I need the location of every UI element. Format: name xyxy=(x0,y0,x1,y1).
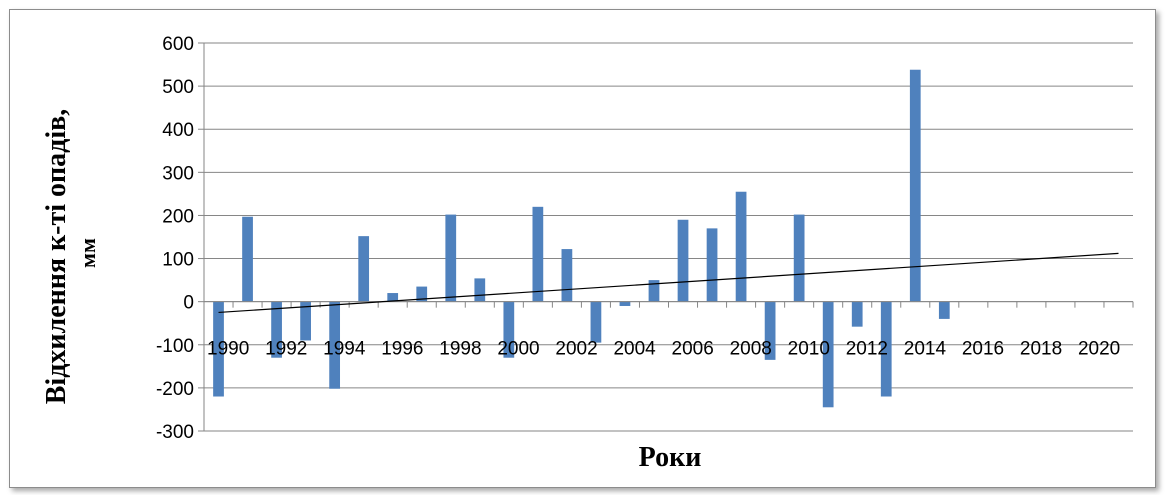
bar xyxy=(590,301,602,343)
x-axis-ticks: 1990 1992 1994 1996 1998 2000 2002 2004 2006 2008… xyxy=(207,339,1120,360)
bar xyxy=(880,301,892,397)
bar xyxy=(213,301,224,397)
bar xyxy=(474,278,486,302)
x-tick-label: 2012 xyxy=(846,339,888,360)
x-axis-title: Роки xyxy=(639,442,702,473)
bar xyxy=(677,219,689,302)
y-axis-title-line1: Відхилення к-ті опадів, xyxy=(41,109,72,405)
x-tick-label: 2000 xyxy=(497,339,539,360)
bar xyxy=(387,293,399,302)
bar xyxy=(938,301,950,319)
bar xyxy=(445,214,457,302)
bar xyxy=(503,301,515,358)
grid-lines xyxy=(203,42,1133,432)
bar xyxy=(300,301,311,341)
x-tick-label: 1992 xyxy=(265,339,307,360)
bar xyxy=(735,191,747,302)
bar xyxy=(909,69,921,302)
bar xyxy=(532,206,544,302)
trend-line xyxy=(218,252,1119,314)
y-axis-title: Відхилення к-ті опадів, мм xyxy=(41,102,100,405)
y-tick-label: -200 xyxy=(156,379,194,400)
y-axis-ticks: 600 500 400 300 200 100 0 -100 -200 -300 xyxy=(156,34,204,443)
bar xyxy=(822,301,834,408)
bar xyxy=(793,214,805,302)
bar xyxy=(764,301,776,360)
x-tick-label: 2008 xyxy=(730,339,772,360)
chart-svg: 600 500 400 300 200 100 0 -100 -200 -300 1990 1992… xyxy=(41,34,1134,473)
bar xyxy=(329,301,341,389)
y-tick-label: -100 xyxy=(156,336,194,357)
x-tick-label: 2014 xyxy=(904,339,947,360)
y-tick-label: 0 xyxy=(183,293,194,314)
x-tick-label: 1998 xyxy=(439,339,481,360)
y-axis-title-line2: мм xyxy=(75,238,100,268)
bar xyxy=(242,216,253,302)
x-tick-label: 2018 xyxy=(1020,339,1062,360)
bar xyxy=(648,280,660,302)
trendline xyxy=(218,252,1119,314)
y-tick-label: 500 xyxy=(162,77,194,98)
bars xyxy=(213,69,950,408)
y-tick-label: 400 xyxy=(162,120,194,141)
bar xyxy=(851,301,863,327)
bar xyxy=(619,301,631,306)
x-tick-label: 2016 xyxy=(962,339,1004,360)
x-tick-label: 1990 xyxy=(207,339,249,360)
x-tick-label: 2006 xyxy=(672,339,714,360)
bar xyxy=(358,236,370,302)
y-tick-label: 200 xyxy=(162,206,194,227)
x-tick-label: 1994 xyxy=(323,339,366,360)
bar xyxy=(561,249,573,302)
x-tick-label: 1996 xyxy=(381,339,423,360)
y-tick-label: 600 xyxy=(162,34,194,55)
y-tick-label: 100 xyxy=(162,250,194,271)
x-tick-label: 2002 xyxy=(555,339,597,360)
bar xyxy=(271,301,282,358)
x-tick-label: 2020 xyxy=(1078,339,1120,360)
x-tick-label: 2010 xyxy=(788,339,830,360)
y-tick-label: -300 xyxy=(156,422,194,443)
x-tick-label: 2004 xyxy=(613,339,656,360)
y-tick-label: 300 xyxy=(162,163,194,184)
chart-frame: 600 500 400 300 200 100 0 -100 -200 -300 1990 1992… xyxy=(9,9,1156,488)
bar xyxy=(706,228,718,302)
x-axis xyxy=(203,301,1134,308)
bar xyxy=(416,286,428,302)
